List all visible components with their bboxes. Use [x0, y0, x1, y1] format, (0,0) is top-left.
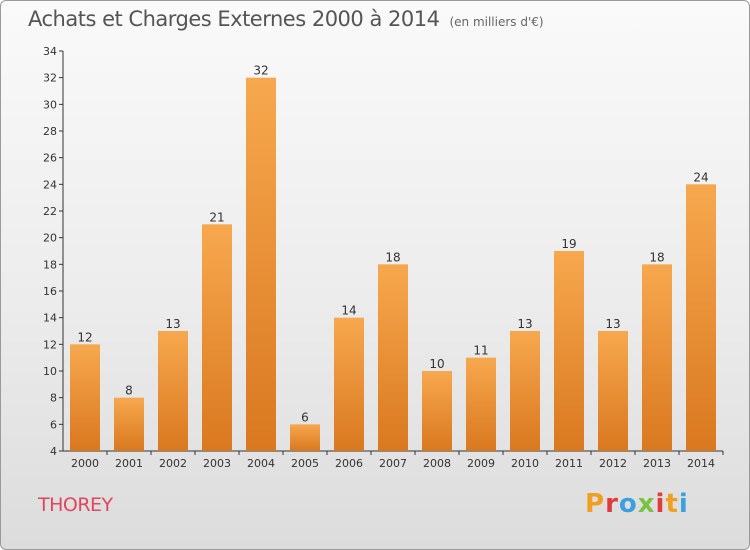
data-label-2007: 18: [385, 250, 400, 264]
bar-2004[interactable]: [246, 77, 276, 452]
chart-bars: [70, 77, 716, 452]
chart-data-labels: 12 8 13 21 32 6 14 18 10 11 13 19 13 18 24: [77, 64, 708, 425]
data-label-2000: 12: [77, 330, 92, 344]
bar-2003[interactable]: [202, 224, 232, 451]
bar-2012[interactable]: [598, 331, 628, 451]
x-tick-label: 2003: [203, 457, 231, 470]
x-tick-label: 2001: [115, 457, 143, 470]
chart-title: Achats et Charges Externes 2000 à 2014 (e…: [28, 7, 544, 31]
chart-axes: 4 6 8 10 12 14 16 18 20 22 24 26 28 30 32 34 2000 2001 200…: [43, 45, 724, 470]
bar-2002[interactable]: [158, 331, 188, 451]
data-label-2004: 32: [253, 64, 268, 78]
y-tick-label: 12: [43, 338, 57, 351]
logo-letter: t: [665, 489, 679, 519]
x-tick-label: 2009: [467, 457, 495, 470]
data-label-2014: 24: [693, 170, 708, 184]
x-tick-label: 2000: [71, 457, 99, 470]
logo-letter: x: [637, 489, 656, 519]
x-tick-label: 2005: [291, 457, 319, 470]
y-tick-label: 16: [43, 285, 57, 298]
y-tick-label: 34: [43, 45, 57, 58]
bar-2008[interactable]: [422, 371, 452, 451]
y-tick-label: 30: [43, 98, 57, 111]
y-tick-label: 22: [43, 205, 57, 218]
logo-letter: P: [585, 489, 606, 519]
bar-2011[interactable]: [554, 251, 584, 451]
logo-letter: i: [678, 489, 689, 519]
bar-2005[interactable]: [290, 424, 320, 451]
x-tick-label: 2011: [555, 457, 583, 470]
bar-2014[interactable]: [686, 184, 716, 452]
logo-letter: i: [655, 489, 666, 519]
chart-unit: (en milliers d'€): [449, 15, 544, 29]
y-tick-label: 20: [43, 232, 57, 245]
data-label-2010: 13: [517, 317, 532, 331]
bar-2000[interactable]: [70, 344, 100, 451]
y-tick-label: 6: [50, 418, 57, 431]
y-tick-label: 26: [43, 152, 57, 165]
y-tick-label: 32: [43, 72, 57, 85]
bar-2007[interactable]: [378, 264, 408, 451]
x-tick-label: 2013: [643, 457, 671, 470]
data-label-2013: 18: [649, 250, 664, 264]
proxiti-logo[interactable]: Proxiti: [585, 489, 689, 519]
x-tick-label: 2002: [159, 457, 187, 470]
data-label-2009: 11: [473, 344, 488, 358]
bar-2006[interactable]: [334, 317, 364, 451]
data-label-2001: 8: [125, 384, 133, 398]
x-tick-label: 2014: [687, 457, 715, 470]
x-tick-label: 2004: [247, 457, 275, 470]
data-label-2012: 13: [605, 317, 620, 331]
data-label-2005: 6: [301, 410, 309, 424]
x-tick-label: 2012: [599, 457, 627, 470]
x-tick-label: 2007: [379, 457, 407, 470]
y-tick-label: 28: [43, 125, 57, 138]
data-label-2011: 19: [561, 237, 576, 251]
logo-letter: r: [605, 489, 619, 519]
bar-2001[interactable]: [114, 397, 144, 451]
bar-2009[interactable]: [466, 357, 496, 451]
chart-title-text: Achats et Charges Externes 2000 à 2014: [28, 7, 440, 31]
data-label-2002: 13: [165, 317, 180, 331]
y-tick-label: 24: [43, 178, 57, 191]
logo-letter: o: [618, 489, 638, 519]
bar-2010[interactable]: [510, 331, 540, 451]
commune-name: THOREY: [38, 494, 113, 516]
y-tick-label: 18: [43, 258, 57, 271]
y-tick-label: 14: [43, 312, 57, 325]
data-label-2008: 10: [429, 357, 444, 371]
data-label-2003: 21: [209, 210, 224, 224]
x-tick-label: 2010: [511, 457, 539, 470]
data-label-2006: 14: [341, 304, 356, 318]
x-tick-label: 2006: [335, 457, 363, 470]
y-tick-label: 10: [43, 365, 57, 378]
x-tick-label: 2008: [423, 457, 451, 470]
bar-2013[interactable]: [642, 264, 672, 451]
y-tick-label: 8: [50, 392, 57, 405]
y-tick-label: 4: [50, 445, 57, 458]
